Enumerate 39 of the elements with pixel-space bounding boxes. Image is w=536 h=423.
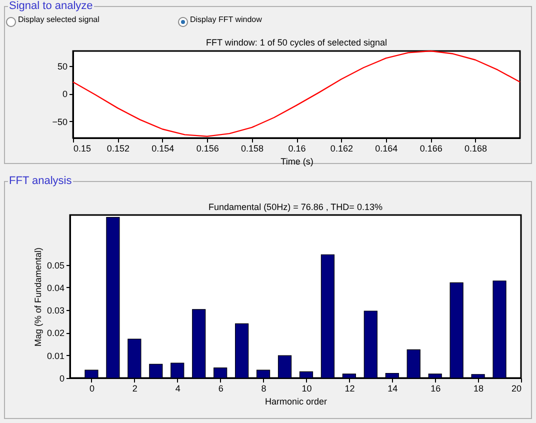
y-tick-label: 0 (62, 89, 68, 100)
x-tick-label: 0.158 (241, 144, 264, 154)
y-tick-label: 0.04 (46, 282, 64, 293)
x-tick-label: 2 (132, 384, 138, 394)
x-tick-label: 0.15 (74, 144, 92, 154)
y-tick-label: 0.02 (46, 328, 64, 338)
x-axis-title: Time (s) (280, 156, 314, 166)
x-tick-label: 8 (261, 384, 266, 394)
x-tick-label: 0.154 (152, 144, 174, 154)
y-tick-label: 0 (59, 374, 64, 384)
y-tick-label: −50 (52, 116, 68, 127)
x-tick-label: 10 (302, 384, 312, 394)
x-tick-label: 4 (175, 384, 180, 394)
x-tick-label: 6 (218, 384, 224, 394)
text: Signal to analyze (8, 0, 94, 12)
y-axis-title: Mag (% of Fundamental) (32, 247, 43, 347)
x-tick-label: 18 (474, 384, 484, 394)
x-tick-label: 12 (344, 384, 355, 394)
x-axis-title: Harmonic order (264, 396, 328, 406)
text: Display FFT window (190, 15, 262, 24)
y-tick-label: 50 (57, 61, 68, 72)
y-tick-label: 0.05 (46, 260, 64, 270)
x-tick-label: 0.162 (330, 144, 353, 154)
x-tick-label: 14 (388, 384, 398, 394)
text: Display selected signal (18, 15, 100, 24)
x-tick-label: 0.164 (375, 144, 398, 154)
x-tick-label: 0.168 (464, 144, 488, 154)
y-tick-label: 0.01 (46, 350, 64, 361)
x-tick-label: 16 (430, 384, 441, 394)
x-tick-label: 0 (89, 384, 94, 394)
chart-title: Fundamental (50Hz) = 76.86 , THD= 0.13% (208, 202, 382, 212)
text: FFT analysis (8, 175, 73, 187)
x-tick-label: 0.16 (288, 144, 306, 154)
x-tick-label: 0.156 (196, 144, 219, 154)
chart-title: FFT window: 1 of 50 cycles of selected signal (206, 37, 387, 48)
x-tick-label: 0.166 (420, 144, 442, 154)
x-tick-label: 20 (511, 384, 522, 394)
y-tick-label: 0.03 (46, 306, 64, 316)
x-tick-label: 0.152 (106, 144, 130, 154)
